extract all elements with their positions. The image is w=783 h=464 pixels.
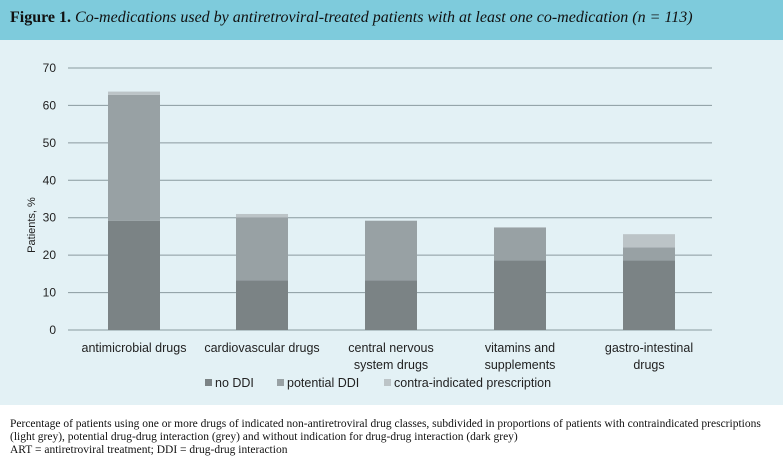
legend-label: contra-indicated prescription xyxy=(394,376,551,390)
y-tick-label: 0 xyxy=(49,323,56,337)
x-tick-label: supplements xyxy=(485,358,556,372)
y-tick-label: 10 xyxy=(43,286,57,300)
bar-segment-no-ddi xyxy=(623,260,675,330)
bar-chart: 0 10 20 30 40 50 60 70 antimicrobial drugs cardi… xyxy=(26,61,712,390)
bar-segment-no-ddi xyxy=(494,260,546,330)
bar-segment-potential-ddi xyxy=(494,227,546,261)
y-axis-label: Patients, % xyxy=(26,197,38,253)
bar-segment-contra-indicated xyxy=(623,234,675,248)
figure-footnote: Percentage of patients using one or more… xyxy=(10,418,780,457)
bar-segment-no-ddi xyxy=(108,220,160,330)
y-tick-label: 20 xyxy=(43,248,57,262)
x-tick-label: vitamins and xyxy=(485,341,555,355)
x-tick-label: antimicrobial drugs xyxy=(82,341,187,355)
legend-swatch xyxy=(205,379,212,386)
x-tick-label: gastro-intestinal xyxy=(605,341,693,355)
bar-segment-potential-ddi xyxy=(108,94,160,221)
legend-swatch xyxy=(277,379,284,386)
y-tick-label: 40 xyxy=(43,173,57,187)
y-tick-label: 30 xyxy=(43,211,57,225)
bar-segment-contra-indicated xyxy=(236,213,288,218)
legend-swatch xyxy=(384,379,391,386)
x-tick-label: central nervous xyxy=(348,341,433,355)
figure-title: Figure 1. Co-medications used by antiret… xyxy=(10,9,693,27)
legend-label: potential DDI xyxy=(287,376,359,390)
y-tick-label: 60 xyxy=(43,98,57,112)
bar-segment-potential-ddi xyxy=(236,217,288,281)
x-tick-labels: antimicrobial drugs cardiovascular drugs c… xyxy=(82,341,694,372)
x-tick-label: drugs xyxy=(633,358,664,372)
figure-label: Figure 1. xyxy=(10,9,72,26)
bar-segment-no-ddi xyxy=(236,280,288,330)
legend: no DDI potential DDI contra-indicated pres… xyxy=(205,376,551,390)
y-tick-labels: 0 10 20 30 40 50 60 70 xyxy=(43,61,57,337)
figure-header: Figure 1. Co-medications used by antiret… xyxy=(0,0,783,40)
y-tick-label: 70 xyxy=(43,61,57,75)
x-tick-label: system drugs xyxy=(354,358,428,372)
legend-label: no DDI xyxy=(215,376,254,390)
footnote-description: Percentage of patients using one or more… xyxy=(10,418,761,443)
y-tick-label: 50 xyxy=(43,136,57,150)
x-tick-label: cardiovascular drugs xyxy=(204,341,319,355)
bar-segment-potential-ddi xyxy=(623,247,675,261)
footnote-abbreviations: ART = antiretroviral treatment; DDI = dr… xyxy=(10,444,288,456)
bar-segment-contra-indicated xyxy=(108,91,160,95)
bars xyxy=(108,91,675,330)
figure-caption-title: Co-medications used by antiretroviral-tr… xyxy=(75,9,693,26)
bar-segment-no-ddi xyxy=(365,280,417,330)
bar-segment-potential-ddi xyxy=(365,220,417,281)
